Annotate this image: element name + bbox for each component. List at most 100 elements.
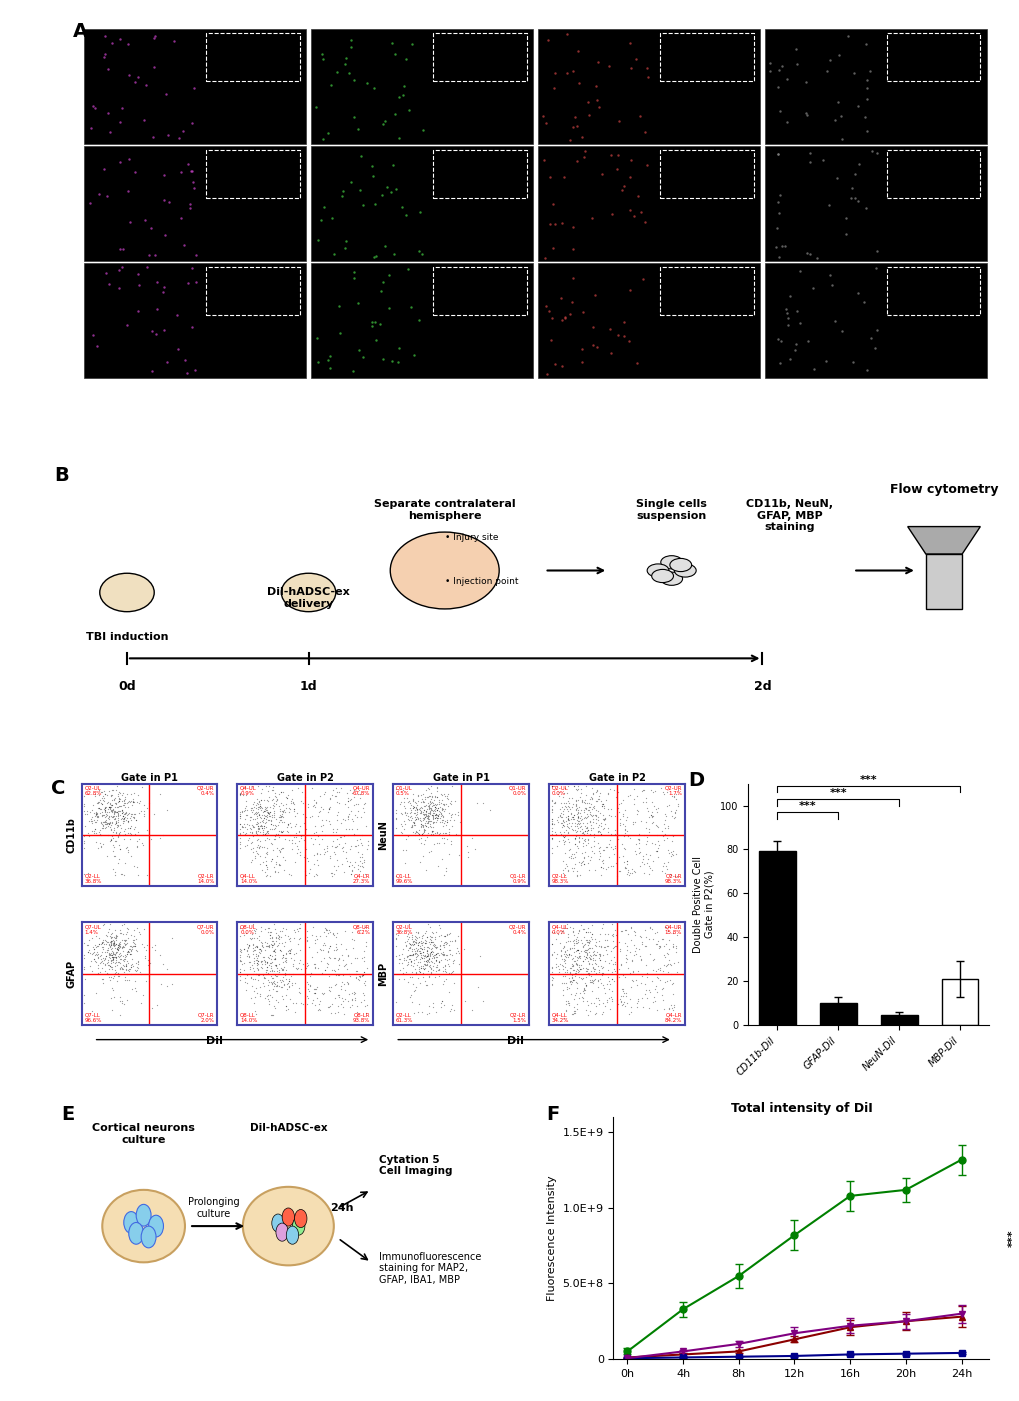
Point	[579, 828, 595, 850]
Point	[421, 813, 437, 835]
Point	[423, 815, 439, 838]
Point	[595, 839, 611, 862]
Point	[273, 960, 289, 982]
Point	[663, 785, 680, 807]
Point	[254, 778, 270, 800]
Point	[117, 957, 133, 979]
Point	[122, 817, 139, 839]
Point	[81, 933, 97, 955]
Point	[579, 820, 595, 842]
Point	[391, 336, 408, 359]
Point	[331, 780, 347, 803]
Point	[575, 849, 591, 871]
Point	[103, 926, 119, 948]
Point	[653, 978, 669, 1000]
Point	[267, 929, 283, 951]
Point	[283, 974, 300, 996]
Point	[401, 936, 418, 958]
Point	[572, 778, 588, 800]
Point	[333, 971, 350, 993]
Point	[567, 827, 583, 849]
Point	[156, 189, 172, 212]
Point	[111, 276, 127, 298]
Point	[271, 926, 287, 948]
Point	[265, 814, 281, 836]
Point	[76, 832, 93, 855]
Point	[394, 839, 411, 862]
Point	[308, 821, 324, 843]
Point	[422, 799, 438, 821]
Point	[434, 848, 450, 870]
Bar	[941, 979, 977, 1026]
Point	[355, 964, 371, 986]
Point	[638, 56, 654, 78]
Point	[327, 785, 343, 807]
Point	[620, 859, 636, 881]
Point	[239, 943, 256, 965]
Point	[408, 961, 424, 984]
Point	[285, 827, 302, 849]
Point	[346, 804, 363, 827]
Point	[90, 954, 106, 976]
Point	[588, 940, 604, 962]
Point	[267, 937, 283, 960]
Point	[90, 961, 106, 984]
Point	[240, 814, 257, 836]
Point	[558, 815, 575, 838]
Point	[99, 953, 115, 975]
Point	[470, 975, 486, 998]
Point	[651, 968, 667, 991]
Point	[407, 792, 423, 814]
Point	[315, 934, 331, 957]
Point	[102, 799, 118, 821]
Point	[91, 821, 107, 843]
Point	[587, 859, 603, 881]
Point	[398, 828, 415, 850]
Point	[320, 797, 336, 820]
Point	[297, 836, 313, 859]
Point	[423, 810, 439, 832]
Point	[600, 834, 616, 856]
Point	[281, 941, 298, 964]
Point	[649, 958, 665, 981]
Point	[127, 927, 144, 950]
Point	[616, 995, 633, 1017]
Point	[92, 961, 108, 984]
Point	[450, 953, 467, 975]
Point	[249, 842, 265, 864]
Point	[259, 955, 275, 978]
Point	[174, 120, 191, 143]
Point	[268, 954, 284, 976]
Point	[248, 821, 264, 843]
Point	[574, 811, 590, 834]
Point	[656, 946, 673, 968]
Bar	[206, 268, 300, 315]
Point	[276, 964, 292, 986]
Point	[251, 937, 267, 960]
Point	[258, 856, 274, 878]
Point	[95, 951, 111, 974]
Point	[282, 817, 299, 839]
Point	[565, 933, 581, 955]
Point	[412, 937, 428, 960]
Point	[554, 955, 571, 978]
Point	[589, 800, 605, 822]
Point	[619, 853, 635, 876]
Point	[592, 936, 608, 958]
Point	[279, 785, 296, 807]
Point	[833, 105, 849, 127]
Point	[101, 806, 117, 828]
Point	[265, 801, 281, 824]
Point	[115, 801, 131, 824]
Point	[307, 932, 323, 954]
Point	[430, 800, 446, 822]
Point	[94, 936, 110, 958]
Point	[569, 39, 585, 62]
Point	[420, 810, 436, 832]
Point	[572, 786, 588, 808]
Point	[555, 916, 572, 939]
Point	[444, 950, 461, 972]
Point	[588, 953, 604, 975]
Point	[171, 126, 187, 149]
Point	[262, 984, 278, 1006]
